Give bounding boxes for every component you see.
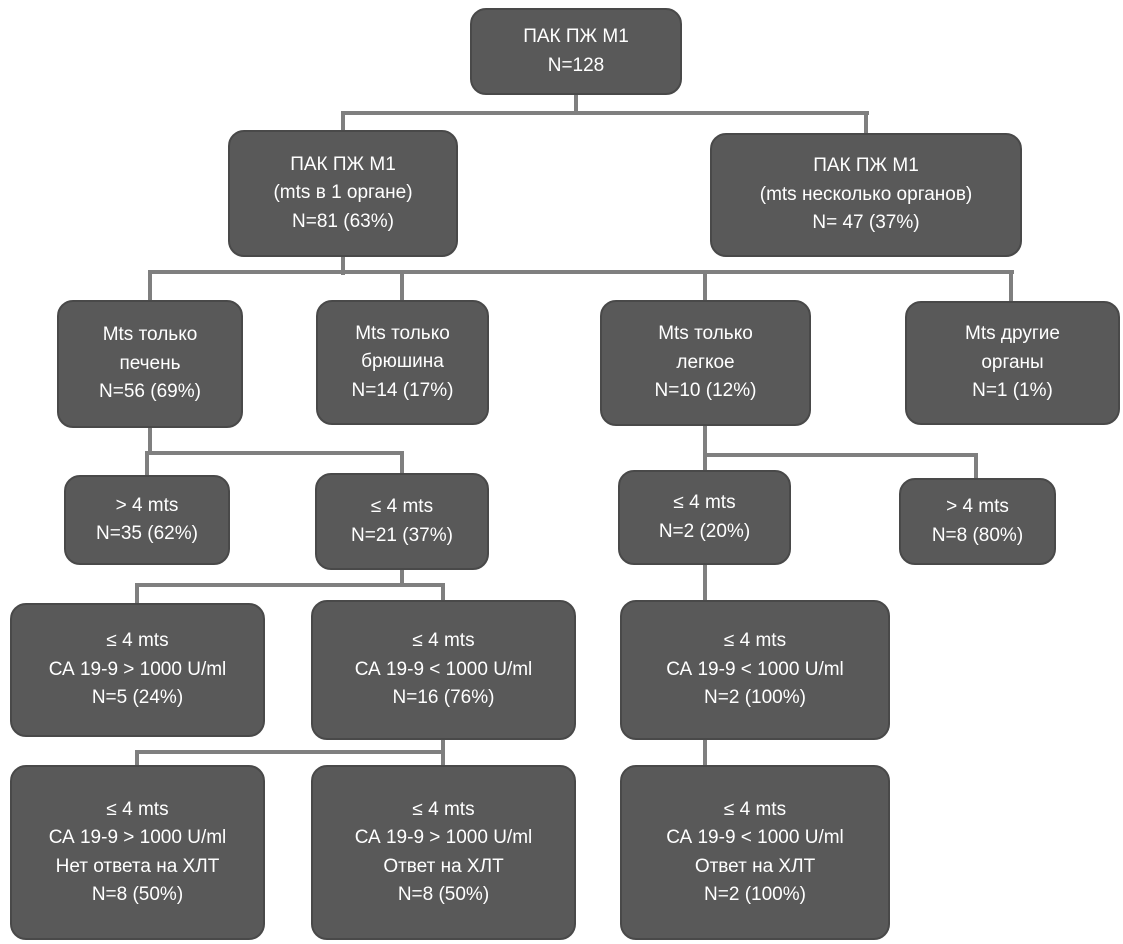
edge-root-to-one-organ: [341, 111, 345, 132]
edge-lung-stem: [703, 426, 707, 472]
edge-root-branch: [341, 111, 869, 115]
node-peritoneum-only: Mts только брюшина N=14 (17%): [316, 300, 489, 425]
edge-to-lung-gt4: [974, 453, 978, 480]
edge-ca-low-stem: [441, 740, 445, 754]
node-le4-no-response: ≤ 4 mts СА 19-9 > 1000 U/ml Нет ответа н…: [10, 765, 265, 940]
edge-root-stem: [574, 95, 578, 115]
edge-root-to-multi-organ: [864, 111, 868, 136]
edge-to-ca-low: [441, 583, 445, 602]
edge-to-liver-le4: [400, 451, 404, 475]
node-liver-only: Mts только печень N=56 (69%): [57, 300, 243, 428]
node-multi-organ: ПАК ПЖ М1 (mts несколько органов) N= 47 …: [710, 133, 1022, 257]
edge-one-organ-stem: [341, 257, 345, 275]
node-one-organ: ПАК ПЖ М1 (mts в 1 органе) N=81 (63%): [228, 130, 458, 257]
edge-lung-branch: [703, 453, 978, 457]
edge-liver-branch: [145, 451, 404, 455]
edge-liver-stem: [148, 428, 152, 455]
node-lung-le4: ≤ 4 mts N=2 (20%): [618, 470, 791, 565]
edge-to-no-response: [135, 750, 139, 767]
node-lung-only: Mts только легкое N=10 (12%): [600, 300, 811, 426]
node-le4-ca-high: ≤ 4 mts СА 19-9 > 1000 U/ml N=5 (24%): [10, 603, 265, 737]
edge-to-liver: [148, 270, 152, 302]
edge-to-ca-high: [135, 583, 139, 605]
edge-level3-branch: [148, 270, 1014, 274]
node-le4-response: ≤ 4 mts СА 19-9 > 1000 U/ml Ответ на ХЛТ…: [311, 765, 576, 940]
edge-to-response: [441, 750, 445, 767]
node-lung-gt4: > 4 mts N=8 (80%): [899, 478, 1056, 565]
edge-level6-branch: [135, 750, 445, 754]
node-lung-le4-ca-low: ≤ 4 mts СА 19-9 < 1000 U/ml N=2 (100%): [620, 600, 890, 740]
edge-to-other-organs: [1009, 270, 1013, 303]
edge-lung-le4-to-ca-low: [703, 565, 707, 602]
edge-lung-ca-low-to-response: [703, 740, 707, 767]
node-liver-gt4: > 4 mts N=35 (62%): [64, 475, 230, 565]
edge-liver-le4-stem: [400, 570, 404, 587]
node-le4-ca-low: ≤ 4 mts СА 19-9 < 1000 U/ml N=16 (76%): [311, 600, 576, 740]
node-root: ПАК ПЖ М1 N=128: [470, 8, 682, 95]
node-liver-le4: ≤ 4 mts N=21 (37%): [315, 473, 489, 570]
edge-to-lung: [703, 270, 707, 302]
edge-le4-branch: [135, 583, 445, 587]
edge-to-liver-gt4: [145, 451, 149, 477]
node-other-organs: Mts другие органы N=1 (1%): [905, 301, 1120, 425]
node-lung-response: ≤ 4 mts СА 19-9 < 1000 U/ml Ответ на ХЛТ…: [620, 765, 890, 940]
edge-to-peritoneum: [400, 270, 404, 302]
